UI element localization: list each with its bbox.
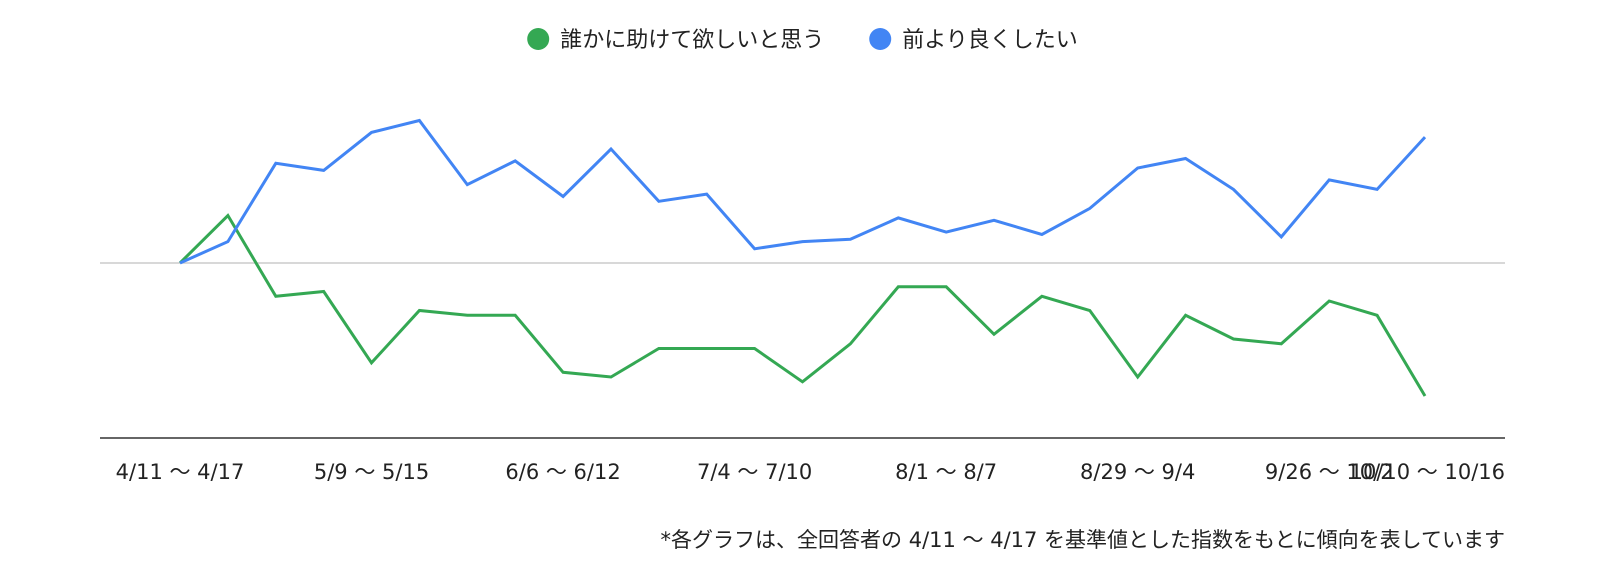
legend-item-1: 前より良くしたい (869, 28, 1078, 53)
legend-marker-0 (527, 28, 550, 50)
x-tick-label: 8/1 〜 8/7 (895, 460, 997, 484)
series-line-0 (178, 213, 1427, 397)
legend-marker-1 (869, 28, 892, 50)
series-lines (178, 118, 1427, 397)
legend-label-0: 誰かに助けて欲しいと思う (560, 28, 824, 53)
legend-label-1: 前より良くしたい (902, 28, 1078, 53)
x-tick-label: 9/26 〜 10/2 (1265, 460, 1394, 484)
x-tick-label: 4/11 〜 4/17 (116, 460, 245, 484)
x-tick-label: 7/4 〜 7/10 (697, 460, 812, 484)
footnote: *各グラフは、全回答者の 4/11 〜 4/17 を基準値とした指数をもとに傾向… (661, 528, 1505, 552)
series-line-1 (179, 118, 1427, 265)
legend: 誰かに助けて欲しいと思う 前より良くしたい (527, 28, 1078, 53)
x-tick-label: 5/9 〜 5/15 (314, 460, 429, 484)
x-tick-label: 8/29 〜 9/4 (1080, 460, 1195, 484)
legend-item-0: 誰かに助けて欲しいと思う (527, 28, 824, 53)
x-axis-tick-labels: 4/11 〜 4/17 5/9 〜 5/15 6/6 〜 6/12 7/4 〜 7/1… (116, 460, 1505, 484)
x-tick-label: 6/6 〜 6/12 (505, 460, 620, 484)
x-tick-label: 10/10 〜 10/16 (1350, 460, 1505, 484)
